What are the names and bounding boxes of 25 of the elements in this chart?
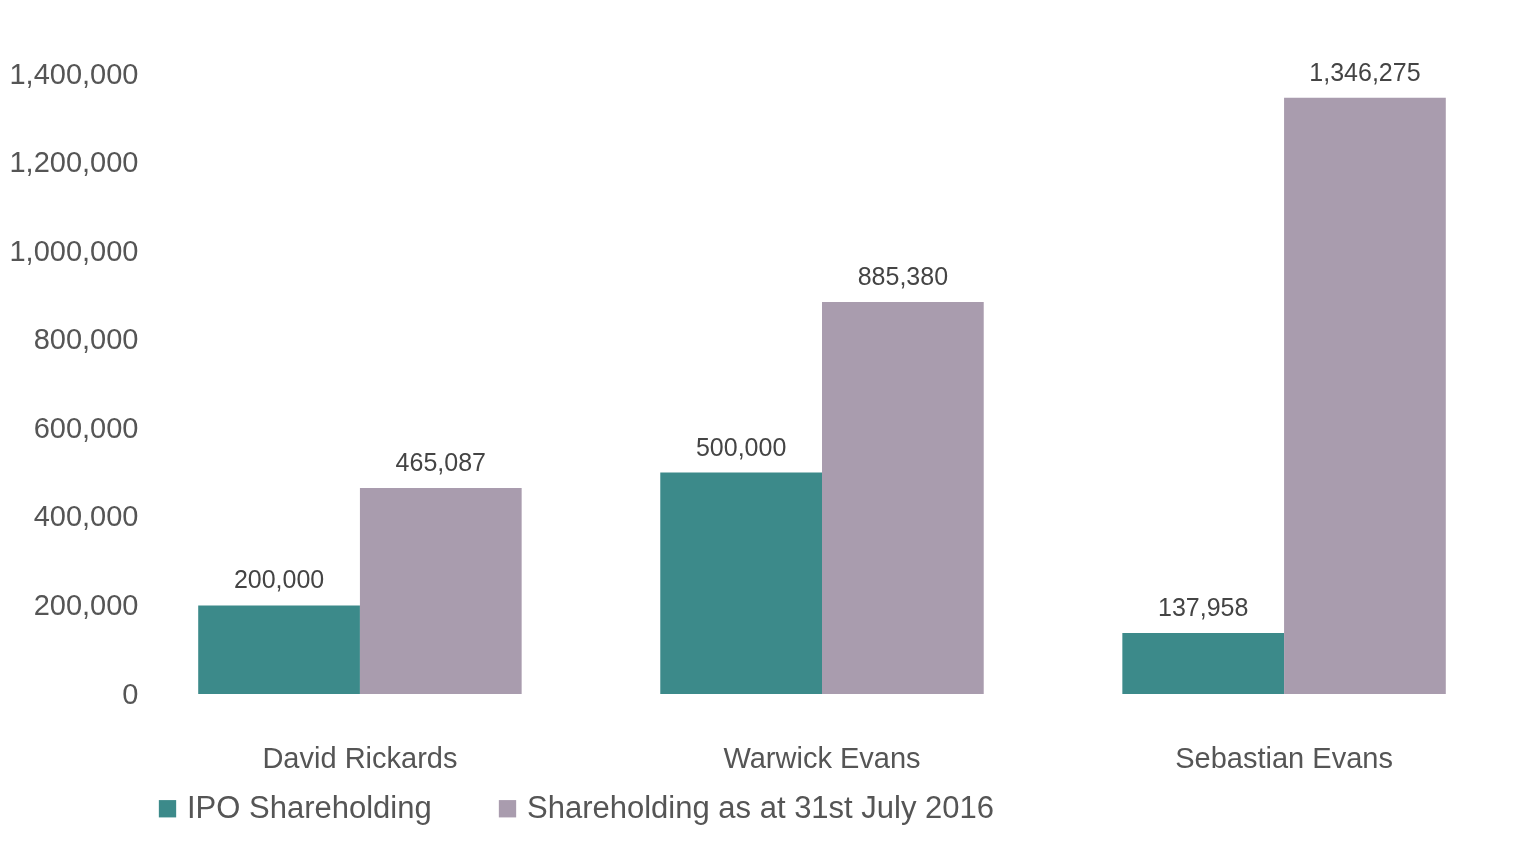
legend-label: Shareholding as at 31st July 2016 <box>527 789 995 825</box>
y-tick-label: 1,200,000 <box>9 146 139 179</box>
bar <box>359 488 522 694</box>
bar <box>822 301 984 694</box>
y-tick-label: 1,000,000 <box>9 234 139 267</box>
data-label: 465,087 <box>395 448 486 477</box>
data-label: 500,000 <box>695 432 787 461</box>
y-tick-label: 600,000 <box>33 411 139 444</box>
data-label: 137,958 <box>1158 592 1249 621</box>
bar <box>198 605 360 694</box>
bar <box>660 472 822 694</box>
bar <box>1284 97 1446 694</box>
y-tick-label: 800,000 <box>33 323 139 356</box>
x-tick-label: Sebastian Evans <box>1175 741 1393 774</box>
data-label: 885,380 <box>857 261 949 290</box>
x-tick-label: David Rickards <box>262 741 458 774</box>
y-tick-label: 400,000 <box>33 500 139 533</box>
y-tick-label: 0 <box>122 677 139 710</box>
x-tick-label: Warwick Evans <box>723 741 921 774</box>
legend-label: IPO Shareholding <box>187 789 432 825</box>
data-label: 1,346,275 <box>1309 57 1421 86</box>
data-label: 200,000 <box>233 565 325 594</box>
bar <box>1122 632 1285 694</box>
y-tick-label: 200,000 <box>33 588 139 621</box>
y-tick-label: 1,400,000 <box>9 57 139 90</box>
